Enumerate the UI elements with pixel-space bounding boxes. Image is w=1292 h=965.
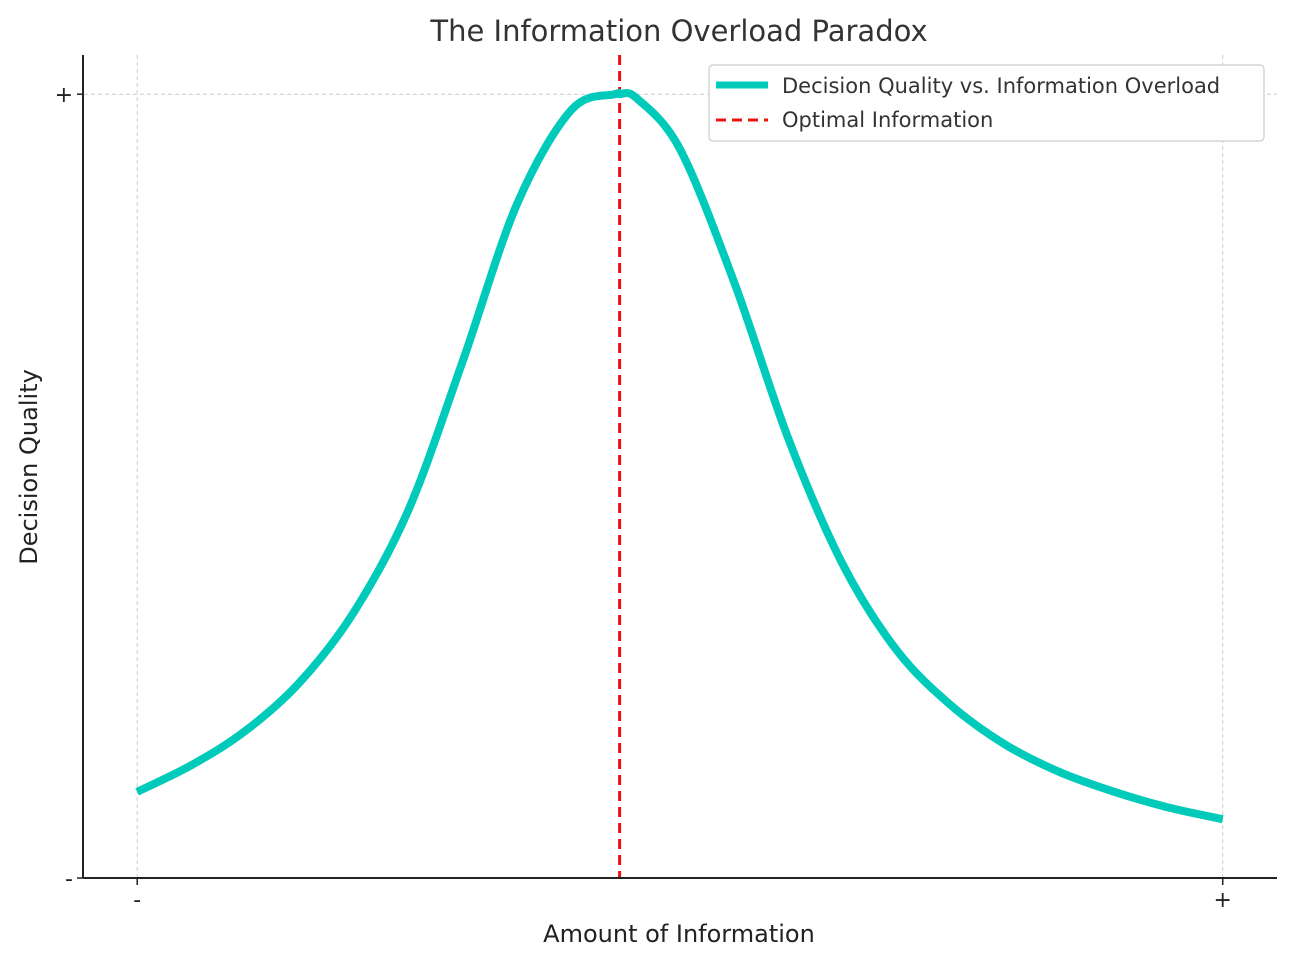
y-tick-label-0: - xyxy=(65,867,73,892)
legend-box xyxy=(708,64,1265,142)
x-tick-label-1: + xyxy=(1214,888,1232,913)
ticks: - + - + xyxy=(55,83,1232,913)
legend: Decision Quality vs. Information Overloa… xyxy=(708,64,1265,142)
x-tick-label-0: - xyxy=(133,888,141,913)
curve-layer xyxy=(135,88,1224,824)
grid xyxy=(84,55,1277,879)
y-tick-label-1: + xyxy=(55,83,73,108)
x-axis-label: Amount of Information xyxy=(543,920,815,948)
legend-label-curve: Decision Quality vs. Information Overloa… xyxy=(782,74,1220,98)
chart-title: The Information Overload Paradox xyxy=(429,14,927,48)
decision-quality-curve xyxy=(135,88,1224,824)
y-axis-label: Decision Quality xyxy=(15,369,43,565)
legend-label-optimal: Optimal Information xyxy=(782,108,993,132)
axes xyxy=(82,55,1277,879)
